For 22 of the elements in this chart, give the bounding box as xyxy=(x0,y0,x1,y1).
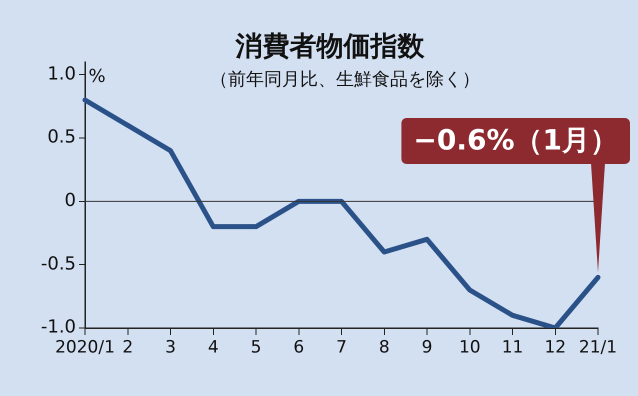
x-tick-label: 10 xyxy=(458,338,481,358)
x-tick-label: 7 xyxy=(336,338,347,358)
x-tick-label: 5 xyxy=(250,338,262,358)
y-tick-label: 0.5 xyxy=(47,126,76,148)
x-tick-label: 2020/1 xyxy=(55,338,115,358)
x-tick-label: 9 xyxy=(422,338,432,358)
y-tick-label: 1.0 xyxy=(47,63,76,84)
x-tick-label: 6 xyxy=(293,338,304,358)
x-tick-label: 12 xyxy=(544,338,566,358)
x-tick-label: 8 xyxy=(378,338,390,358)
y-axis-title: % xyxy=(88,66,106,87)
y-tick-label: 0 xyxy=(64,190,76,212)
x-tick-label: 21/1 xyxy=(578,338,618,358)
annotation: −0.6%（1月） xyxy=(413,123,618,156)
x-tick-label: 11 xyxy=(502,338,524,358)
chart-subtitle: （前年同月比、生鮮食品を除く） xyxy=(210,69,480,90)
x-tick-label: 2 xyxy=(122,338,134,358)
chart-title: 消費者物価指数 xyxy=(234,31,426,62)
x-tick-label: 3 xyxy=(165,338,176,358)
y-tick-label: -0.5 xyxy=(40,253,76,274)
x-tick-label: 4 xyxy=(208,338,219,358)
y-tick-label: -1.0 xyxy=(40,316,76,338)
